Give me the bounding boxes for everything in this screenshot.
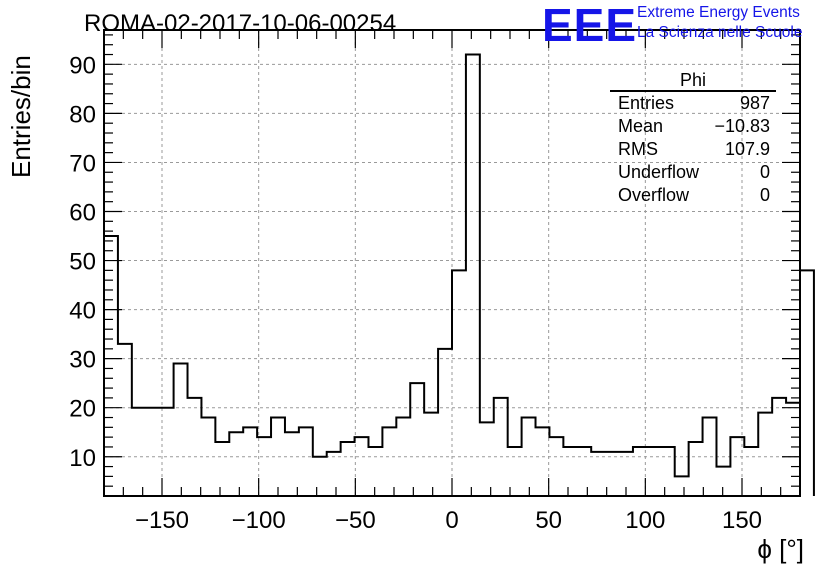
stats-label: Overflow [618, 185, 690, 205]
stats-label: Mean [618, 116, 664, 136]
histogram-series [103, 53, 815, 496]
y-tick-label: 60 [69, 199, 96, 226]
x-tick-label: 100 [625, 507, 665, 534]
stats-value: 0 [759, 162, 770, 182]
stats-row-entries: Entries 987 [610, 92, 776, 115]
y-tick-label: 80 [69, 101, 96, 128]
x-tick-label: −50 [335, 507, 376, 534]
stats-value: −10.83 [714, 116, 770, 136]
y-axis-label: Entries/bin [6, 55, 36, 178]
x-tick-label: 0 [445, 507, 458, 534]
tick-labels: −150 −100 −50 0 50 100 150 10 20 30 40 50 60 70 80 90 [69, 52, 762, 534]
page-title: ROMA-02-2017-10-06-00254 [84, 10, 397, 37]
stats-box-title: Phi [610, 70, 776, 92]
stats-row-underflow: Underflow 0 [610, 161, 776, 184]
stats-box: Phi Entries 987 Mean −10.83 RMS 107.9 Un… [610, 70, 776, 207]
eee-logo: EEE [542, 0, 638, 51]
logo-caption-line2: La Scienza nelle Scuole [637, 24, 803, 41]
logo-caption: Extreme Energy Events La Scienza nelle S… [637, 3, 802, 43]
y-tick-label: 30 [69, 347, 96, 374]
x-tick-label: 150 [722, 507, 762, 534]
x-tick-label: 50 [535, 507, 562, 534]
y-tick-label: 20 [69, 396, 96, 423]
y-tick-label: 50 [69, 249, 96, 276]
stats-row-rms: RMS 107.9 [610, 138, 776, 161]
stats-row-mean: Mean −10.83 [610, 115, 776, 138]
stats-value: 987 [739, 93, 770, 113]
x-tick-label: −100 [232, 507, 286, 534]
logo-caption-line1: Extreme Energy Events [637, 4, 800, 21]
y-tick-label: 70 [69, 150, 96, 177]
stats-label: Entries [618, 93, 675, 113]
stats-value: 107.9 [724, 139, 770, 159]
y-tick-label: 10 [69, 445, 96, 472]
axis-ticks [103, 30, 801, 496]
stats-label: RMS [618, 139, 658, 159]
stats-value: 0 [759, 185, 770, 205]
y-tick-label: 90 [69, 52, 96, 79]
y-tick-label: 40 [69, 298, 96, 325]
x-tick-label: −150 [135, 507, 189, 534]
stats-label: Underflow [618, 162, 700, 182]
x-axis-label: ϕ [°] [757, 534, 804, 564]
stats-row-overflow: Overflow 0 [610, 184, 776, 207]
